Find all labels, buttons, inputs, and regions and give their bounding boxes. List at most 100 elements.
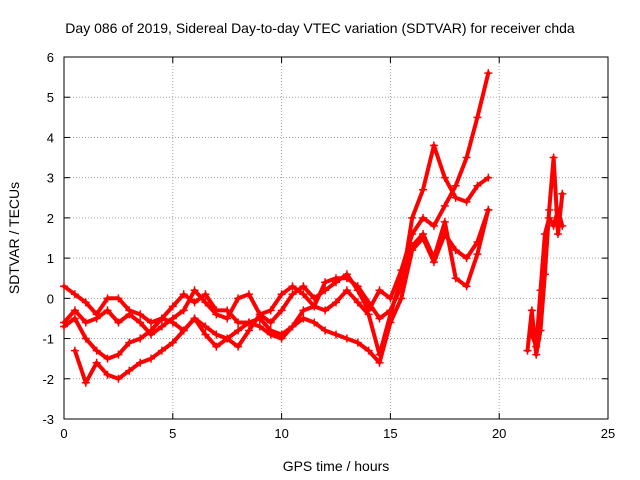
data-point <box>212 330 221 339</box>
data-point <box>299 290 308 299</box>
data-point <box>332 298 340 307</box>
y-tick-label: -1 <box>42 332 54 347</box>
x-tick-label: 5 <box>169 426 176 441</box>
data-point <box>419 185 428 194</box>
data-point <box>234 326 243 335</box>
data-point <box>244 326 253 335</box>
data-point <box>114 350 123 359</box>
x-tick-label: 10 <box>274 426 288 441</box>
data-point <box>540 229 549 238</box>
data-point <box>536 286 545 295</box>
y-tick-label: 5 <box>47 90 54 105</box>
data-point <box>223 314 232 323</box>
data-point <box>419 213 428 222</box>
data-point <box>60 282 68 291</box>
data-point <box>299 314 308 323</box>
plot-frame <box>63 56 609 420</box>
data-point <box>201 322 210 331</box>
data-point <box>321 326 330 335</box>
y-tick-label: 3 <box>47 171 54 186</box>
data-point <box>157 314 166 323</box>
data-point <box>70 346 79 355</box>
x-tick-label: 20 <box>492 426 506 441</box>
data-series-3 <box>60 205 493 367</box>
data-point <box>81 378 90 387</box>
data-point <box>168 318 177 327</box>
data-point <box>114 294 123 303</box>
data-point <box>451 181 460 190</box>
data-point <box>553 205 562 214</box>
data-point <box>451 274 460 283</box>
data-point <box>103 294 112 303</box>
x-tick-label: 15 <box>383 426 397 441</box>
data-point <box>266 306 275 315</box>
data-point <box>201 330 210 339</box>
data-point <box>147 326 156 335</box>
data-point <box>484 205 493 214</box>
data-point <box>201 298 210 307</box>
data-point <box>288 290 297 299</box>
data-point <box>190 314 199 323</box>
data-point <box>255 310 264 319</box>
y-tick-labels: -3 -2 -1 0 1 2 3 4 5 6 <box>42 50 54 427</box>
grid-lines <box>63 56 609 420</box>
data-point <box>473 181 482 190</box>
data-point <box>277 290 286 299</box>
data-point <box>201 290 210 299</box>
data-point <box>332 274 340 283</box>
data-point <box>386 310 395 319</box>
data-point <box>527 330 536 339</box>
data-point <box>103 370 112 379</box>
data-point <box>157 322 166 331</box>
data-point <box>353 298 362 307</box>
data-point <box>375 314 384 323</box>
data-point <box>266 330 275 339</box>
data-point <box>255 322 264 331</box>
data-point <box>212 306 221 315</box>
data-point <box>288 322 297 331</box>
data-point <box>70 314 79 323</box>
data-point <box>147 318 156 327</box>
x-tick-labels: 0 5 10 15 20 25 <box>60 426 615 441</box>
data-point <box>244 318 253 327</box>
data-point <box>332 330 340 339</box>
data-point <box>397 294 406 303</box>
data-point <box>136 318 145 327</box>
data-point <box>234 318 243 327</box>
data-point <box>223 334 232 343</box>
data-point <box>125 306 134 315</box>
data-point <box>342 334 351 343</box>
data-point <box>223 306 232 315</box>
data-point <box>81 318 90 327</box>
data-point <box>234 342 243 351</box>
data-point <box>114 318 123 327</box>
data-point <box>168 338 177 347</box>
data-point <box>70 290 79 299</box>
x-tick-label: 25 <box>601 426 615 441</box>
data-point <box>190 298 199 307</box>
data-point <box>440 217 449 226</box>
data-point <box>321 278 330 287</box>
data-series-6 <box>527 205 567 351</box>
data-point <box>440 201 449 210</box>
data-point <box>375 350 384 359</box>
data-point <box>527 306 536 315</box>
y-tick-label: 1 <box>47 251 54 266</box>
data-point <box>473 250 482 259</box>
chart-title: Day 086 of 2019, Sidereal Day-to-day VTE… <box>65 20 575 36</box>
data-point <box>92 358 101 367</box>
data-point <box>462 153 471 162</box>
data-point <box>299 306 308 315</box>
data-point <box>451 193 460 202</box>
data-point <box>451 246 460 255</box>
data-point <box>147 354 156 363</box>
data-point <box>462 282 471 291</box>
data-point <box>532 350 541 359</box>
data-point <box>429 141 438 150</box>
data-trace <box>62 207 491 365</box>
data-point <box>92 346 101 355</box>
data-point <box>81 298 90 307</box>
x-axis-label: GPS time / hours <box>283 458 390 474</box>
data-point <box>179 326 188 335</box>
data-point <box>473 113 482 122</box>
